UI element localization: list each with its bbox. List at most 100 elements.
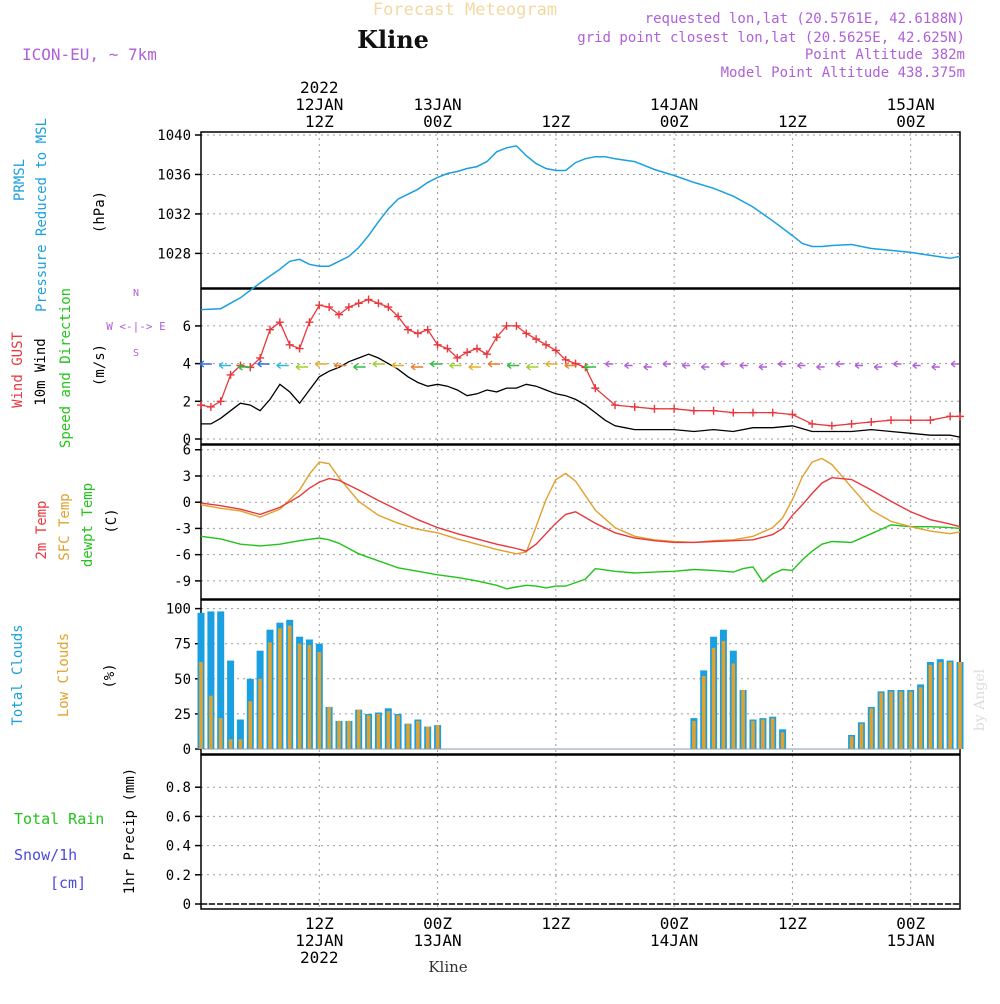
- precip-label-snow: Snow/1h: [14, 846, 77, 864]
- wind-ytick-label: 0: [183, 432, 191, 448]
- temp-ytick-label: 0: [183, 495, 191, 511]
- gust-marker: [344, 303, 353, 312]
- gust-marker: [630, 402, 639, 411]
- gust-marker: [374, 299, 383, 308]
- precip-ytick-label: 0.6: [166, 809, 191, 825]
- wind-direction-arrow: [295, 363, 308, 371]
- bottom-time-label: 12Z: [305, 914, 334, 933]
- low-cloud-bar: [859, 723, 864, 749]
- gust-marker: [433, 340, 442, 349]
- gust-marker: [325, 303, 334, 312]
- top-time-label: 00Z: [423, 112, 452, 131]
- wind-direction-arrow: [564, 361, 577, 370]
- gust-marker: [463, 348, 472, 357]
- top-time-label: 12Z: [541, 112, 570, 131]
- pressure-ytick-label: 1036: [157, 167, 191, 183]
- temp-label-dewpt: dewpt Temp: [80, 483, 96, 567]
- gust-marker: [482, 350, 491, 359]
- bottom-time-label: 12Z: [778, 914, 807, 933]
- wind-direction-arrow: [449, 361, 462, 370]
- gust-marker: [946, 412, 955, 421]
- low-cloud-bar: [849, 736, 854, 749]
- wind-direction-arrow: [430, 360, 443, 368]
- gust-marker: [512, 321, 521, 330]
- gust-marker: [275, 318, 284, 327]
- low-cloud-bar: [248, 701, 253, 749]
- gust-marker: [867, 418, 876, 427]
- precip-ytick-label: 0.4: [166, 839, 191, 855]
- clouds-label-total: Total Clouds: [10, 624, 26, 725]
- gust-marker: [788, 410, 797, 419]
- wind-direction-arrow: [353, 363, 366, 371]
- pressure-label-1: PRMSL: [12, 159, 28, 201]
- pressure-label-2: Pressure Reduced to MSL: [34, 118, 50, 312]
- gust-marker: [542, 340, 550, 349]
- precip-axis-label: 1hr Precip (mm): [122, 768, 138, 894]
- temp-label-2m: 2m Temp: [34, 500, 50, 559]
- low-cloud-bar: [356, 709, 361, 749]
- gust-marker: [256, 353, 265, 362]
- bottom-time-label: 12JAN: [295, 931, 343, 950]
- compass-n: N: [133, 288, 139, 299]
- gust-marker: [502, 321, 511, 330]
- clouds-unit: (%): [102, 663, 118, 688]
- clouds-panel-frame: [200, 599, 961, 755]
- gust-marker: [443, 344, 452, 353]
- precip-ytick-label: 0: [183, 897, 191, 913]
- total-cloud-bar: [207, 611, 215, 749]
- wind-ytick-label: 6: [183, 319, 191, 335]
- low-cloud-bar: [199, 662, 203, 749]
- clouds-label-low: Low Clouds: [56, 633, 72, 717]
- gust-marker: [423, 325, 432, 334]
- gust-marker: [906, 416, 915, 425]
- gust-marker: [197, 401, 205, 410]
- low-cloud-bar: [899, 691, 903, 749]
- wind-direction-arrow: [739, 361, 748, 370]
- gust-marker: [689, 406, 698, 415]
- wind-direction-arrow: [257, 360, 270, 368]
- gust-marker: [226, 370, 235, 379]
- wind-direction-arrow: [662, 360, 671, 368]
- wind-direction-arrow: [604, 360, 614, 368]
- wind-direction-arrow: [816, 363, 825, 371]
- product-title: Forecast Meteogram: [373, 0, 557, 20]
- top-time-label: 00Z: [896, 112, 925, 131]
- temp-ytick-label: -6: [174, 548, 191, 564]
- low-cloud-bar: [711, 647, 716, 749]
- gust-marker: [364, 295, 373, 304]
- low-cloud-bar: [287, 625, 292, 749]
- wind-direction-arrow: [237, 363, 251, 371]
- wind-ytick-label: 4: [183, 357, 191, 373]
- wind-direction-arrow: [873, 363, 883, 371]
- precip-panel-frame: [200, 754, 961, 910]
- low-cloud-bar: [317, 652, 322, 749]
- top-time-label: 00Z: [660, 112, 689, 131]
- low-cloud-bar: [435, 725, 440, 749]
- wind-ytick-label: 2: [183, 394, 191, 410]
- precip-label-rain: Total Rain: [14, 810, 104, 828]
- gust-marker: [956, 412, 964, 421]
- low-cloud-bar: [918, 687, 923, 749]
- gust-marker: [571, 359, 580, 368]
- wind-direction-arrow: [624, 361, 633, 370]
- gust-marker: [206, 402, 215, 411]
- low-cloud-bar: [258, 678, 262, 749]
- gust-marker: [522, 329, 531, 338]
- wind-direction-arrow: [410, 363, 424, 371]
- low-cloud-bar: [228, 739, 233, 749]
- gust-marker: [473, 344, 481, 353]
- clouds-ytick-label: 0: [183, 742, 191, 758]
- wind-direction-arrow: [700, 363, 710, 371]
- precip-ytick-label: 0.8: [166, 780, 191, 796]
- gust-marker: [561, 355, 570, 364]
- wind-direction-arrow: [912, 361, 921, 370]
- low-cloud-bar: [692, 720, 696, 749]
- bottom-time-label: 12Z: [541, 914, 570, 933]
- low-cloud-bar: [386, 711, 391, 749]
- precip-ytick-label: 0.2: [166, 868, 191, 884]
- bottom-time-label: 00Z: [423, 914, 452, 933]
- low-cloud-bar: [908, 691, 913, 749]
- low-cloud-bar: [347, 720, 351, 749]
- temp-unit: (C): [104, 508, 120, 533]
